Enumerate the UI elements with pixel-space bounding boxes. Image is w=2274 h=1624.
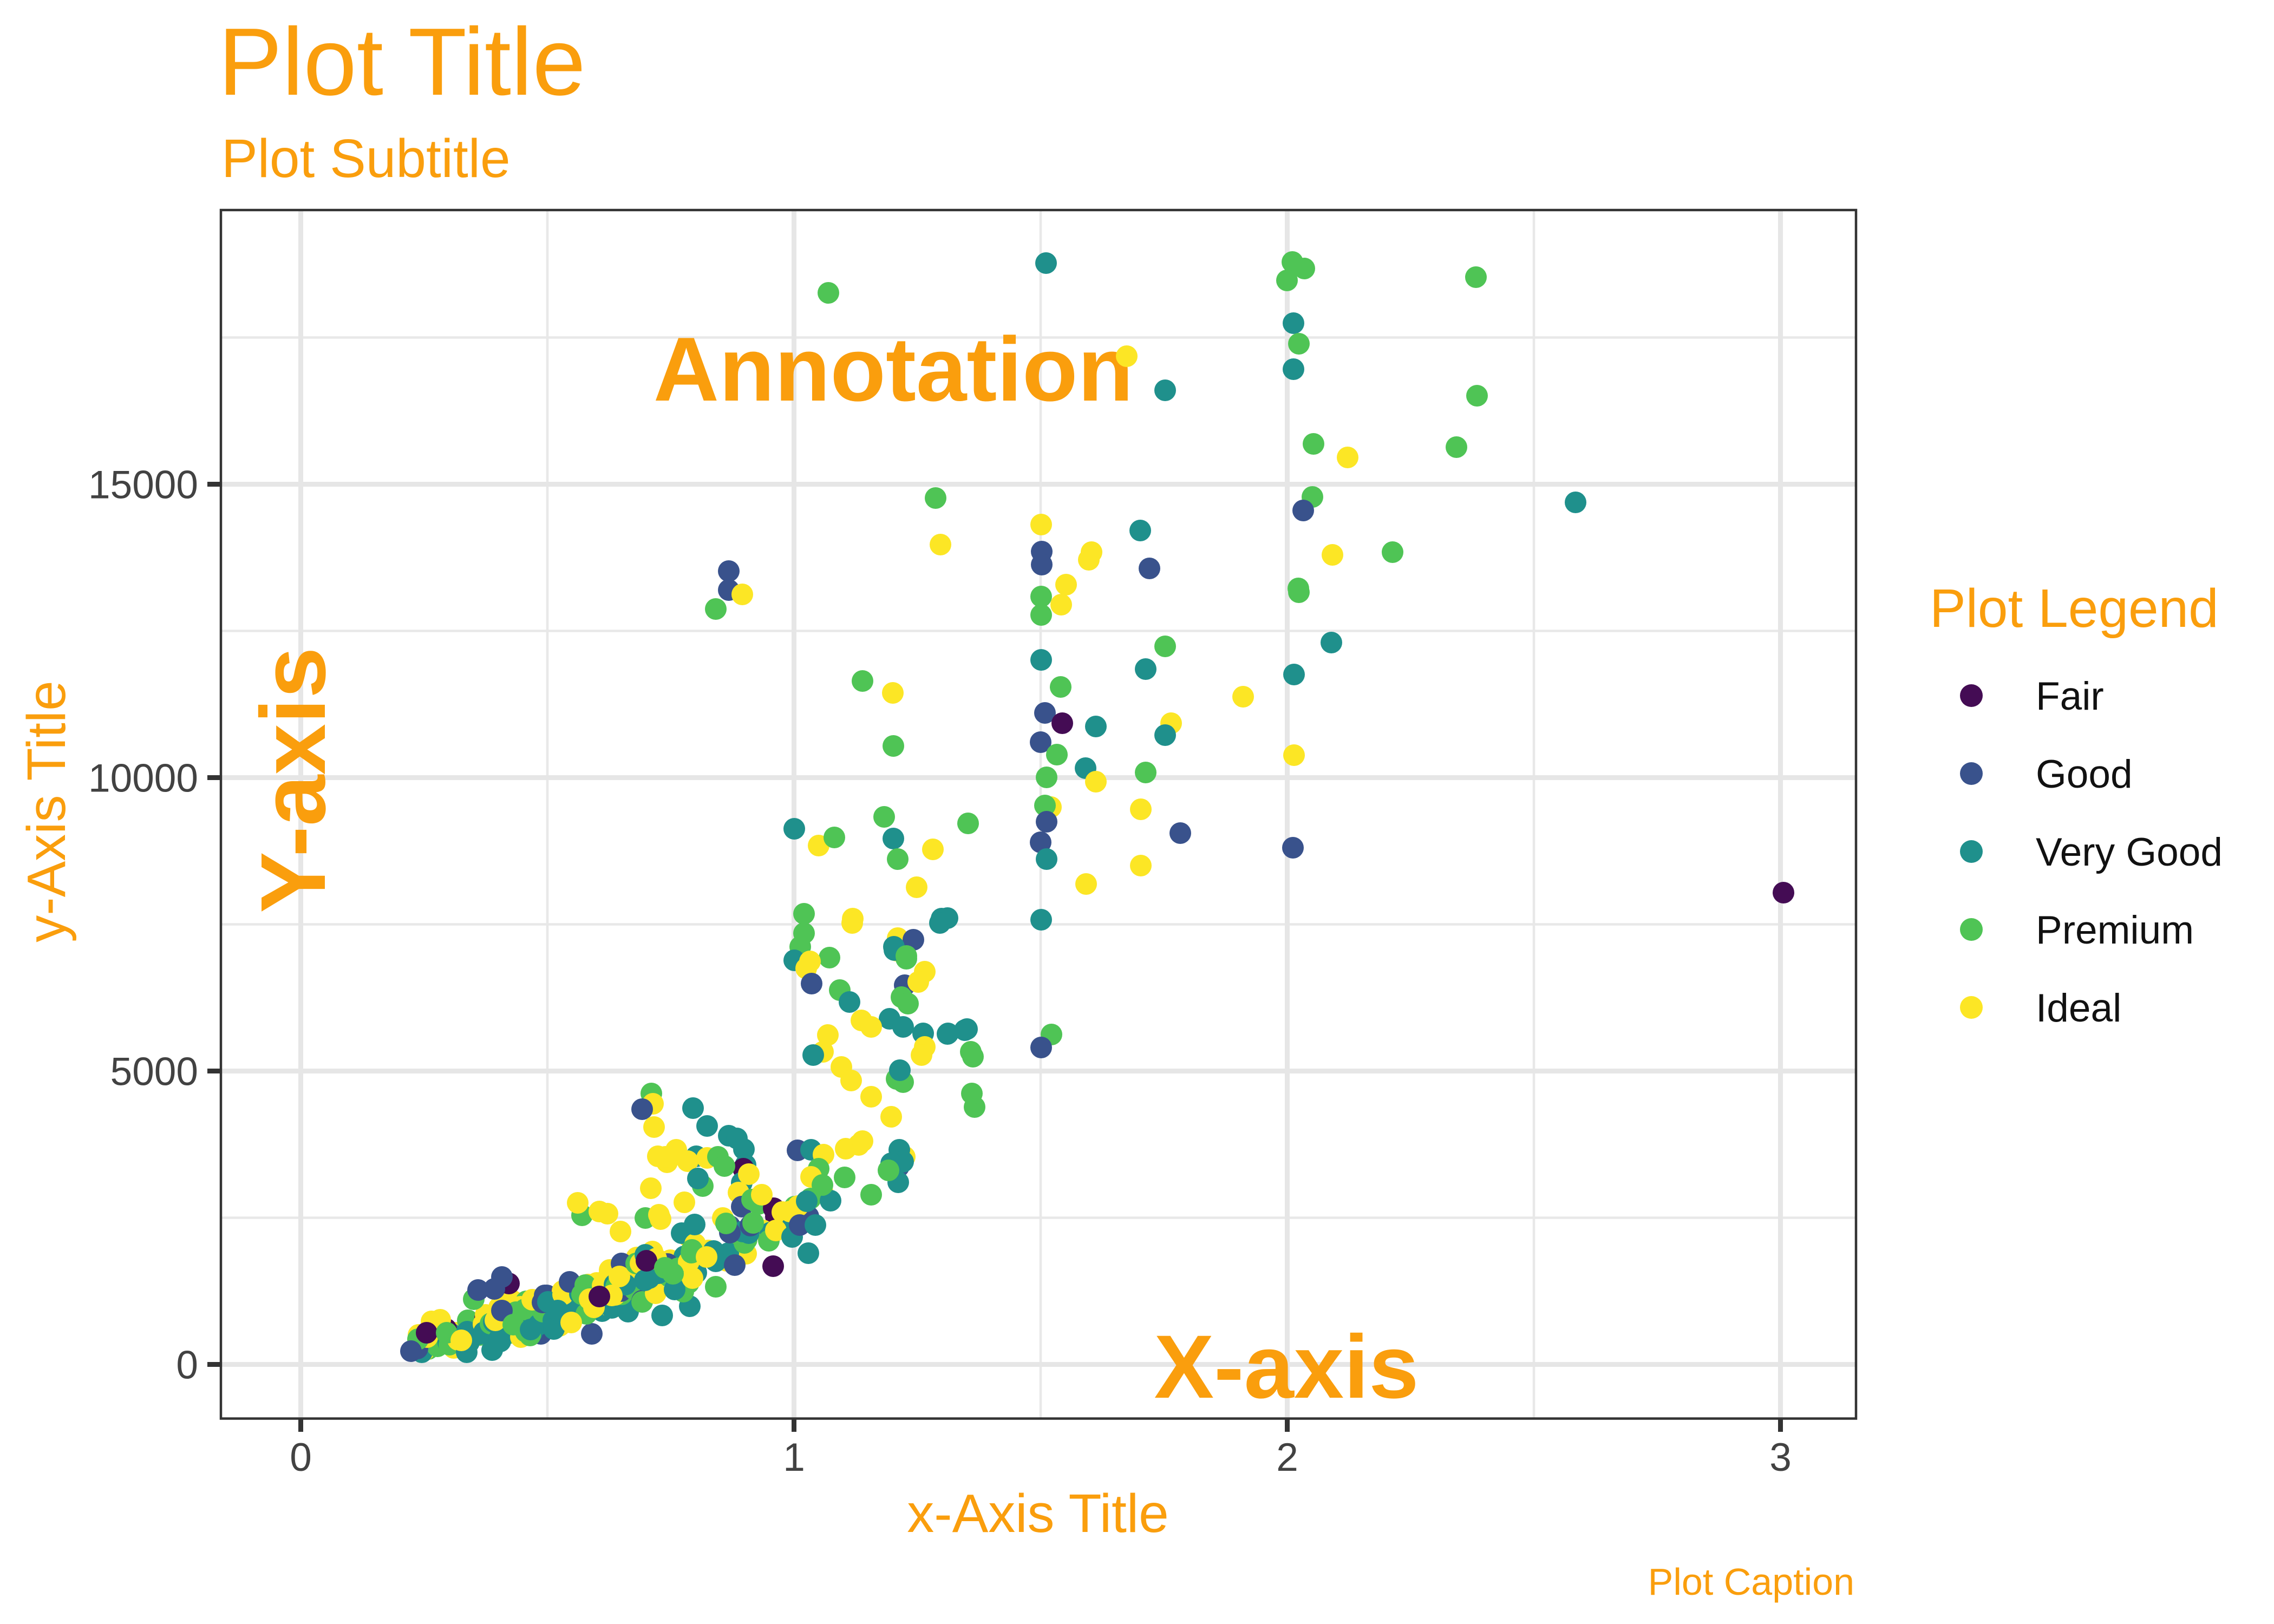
svg-text:Plot Subtitle: Plot Subtitle bbox=[221, 128, 511, 189]
svg-text:Good: Good bbox=[2036, 752, 2133, 796]
svg-text:Fair: Fair bbox=[2036, 675, 2104, 718]
svg-text:10000: 10000 bbox=[88, 757, 198, 801]
svg-text:3: 3 bbox=[1769, 1436, 1792, 1479]
svg-text:Annotation: Annotation bbox=[654, 318, 1133, 420]
svg-text:Plot Title: Plot Title bbox=[218, 8, 586, 115]
svg-text:1: 1 bbox=[783, 1436, 805, 1479]
svg-text:5000: 5000 bbox=[110, 1050, 198, 1094]
svg-text:Y-axis: Y-axis bbox=[242, 647, 345, 913]
svg-text:X-axis: X-axis bbox=[1154, 1317, 1419, 1417]
svg-text:Very Good: Very Good bbox=[2036, 830, 2223, 874]
svg-text:x-Axis Title: x-Axis Title bbox=[907, 1483, 1168, 1544]
svg-text:Plot Caption: Plot Caption bbox=[1648, 1561, 1854, 1603]
svg-text:2: 2 bbox=[1276, 1436, 1298, 1479]
svg-text:Premium: Premium bbox=[2036, 908, 2194, 952]
svg-text:Plot Legend: Plot Legend bbox=[1930, 578, 2219, 639]
svg-text:0: 0 bbox=[290, 1436, 312, 1479]
svg-text:0: 0 bbox=[176, 1344, 198, 1387]
svg-text:Ideal: Ideal bbox=[2036, 986, 2121, 1030]
svg-text:15000: 15000 bbox=[88, 463, 198, 507]
svg-text:y-Axis Title: y-Axis Title bbox=[16, 680, 77, 942]
